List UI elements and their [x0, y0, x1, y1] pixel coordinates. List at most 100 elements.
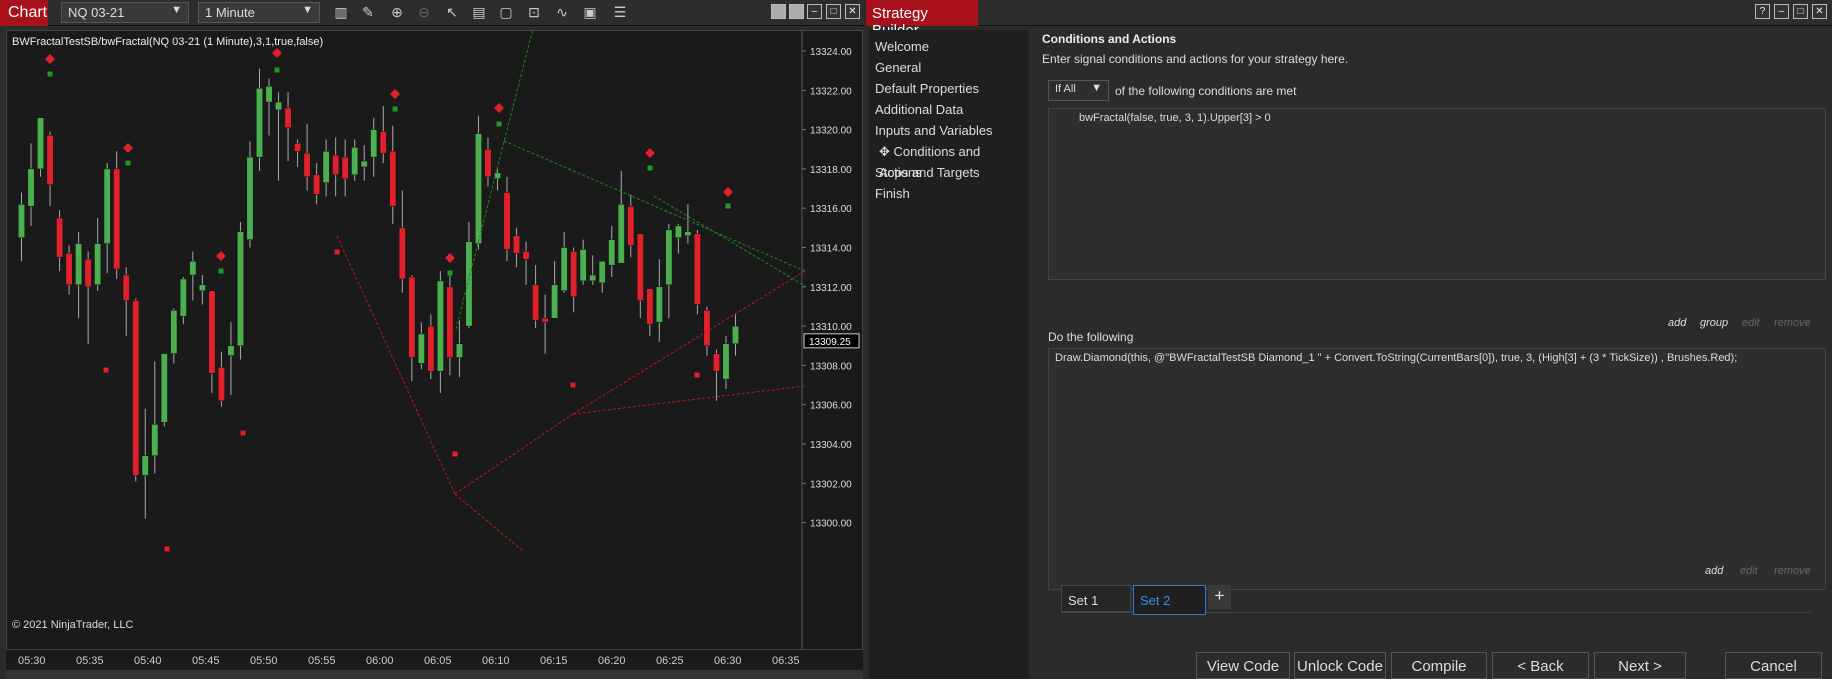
time-tick-label: 05:35 — [76, 655, 104, 667]
back-button[interactable]: < Back — [1492, 652, 1589, 679]
nav-finish[interactable]: Finish — [875, 186, 910, 201]
minimize-icon[interactable]: – — [807, 4, 822, 19]
green-trendline — [653, 195, 806, 287]
condition-row[interactable]: bwFractal(false, true, 3, 1).Upper[3] > … — [1079, 112, 1271, 124]
price-tick-label: 13312.00 — [810, 283, 852, 294]
time-axis: 05:30 05:35 05:40 05:45 05:50 05:55 06:00 06:05… — [6, 650, 863, 670]
price-tick-label: 13318.00 — [810, 165, 852, 176]
page-description: Enter signal conditions and actions for … — [1042, 52, 1349, 66]
unlock-code-button[interactable]: Unlock Code — [1294, 652, 1386, 679]
candle-body — [665, 229, 673, 286]
cancel-button[interactable]: Cancel — [1725, 652, 1822, 679]
green-trendline — [503, 140, 806, 272]
fractal-diamond — [494, 103, 504, 113]
action-row[interactable]: Draw.Diamond(this, @"BWFractalTestSB Dia… — [1055, 352, 1738, 364]
nav-inputs-variables[interactable]: Inputs and Variables — [875, 123, 993, 138]
condition-mode-select[interactable]: If All ▼ — [1048, 80, 1109, 101]
red-trendline — [336, 235, 456, 495]
action-add-link[interactable]: add — [1705, 565, 1724, 577]
time-tick-label: 05:55 — [308, 655, 336, 667]
chevron-down-icon: ▼ — [171, 4, 182, 16]
red-trendline — [454, 413, 574, 495]
candle-body — [398, 227, 406, 280]
fractal-down-dot — [570, 382, 576, 388]
nav-conditions-actions[interactable]: ✥ Conditions and Actions — [869, 141, 1029, 180]
minimize-icon[interactable]: – — [1774, 4, 1789, 19]
chart-tab[interactable]: Chart — [0, 0, 48, 26]
add-set-button[interactable]: + — [1208, 585, 1231, 609]
nav-stops-targets[interactable]: Stops and Targets — [875, 165, 980, 180]
nav-welcome[interactable]: Welcome — [875, 39, 929, 54]
data-box-icon[interactable]: ▤ — [472, 4, 486, 20]
candle-body — [589, 274, 597, 282]
strategies-icon[interactable]: ▣ — [583, 4, 597, 20]
candle-body — [332, 154, 340, 176]
action-list[interactable]: Draw.Diamond(this, @"BWFractalTestSB Dia… — [1048, 348, 1826, 590]
bars-type-icon[interactable]: ▥ — [334, 4, 348, 20]
price-tick-label: 13324.00 — [810, 47, 852, 58]
help-icon[interactable]: ? — [1755, 4, 1770, 19]
close-icon[interactable]: ✕ — [845, 4, 860, 19]
condition-add-link[interactable]: add — [1668, 317, 1687, 329]
fractal-diamond — [45, 54, 55, 64]
price-chart[interactable]: 13324.00 13322.00 13320.00 13318.00 13316.00… — [7, 31, 864, 651]
fractal-up-dot — [496, 121, 502, 127]
conditions-actions-page: Conditions and Actions Enter signal cond… — [1033, 30, 1832, 679]
tab-set-1[interactable]: Set 1 — [1061, 585, 1131, 612]
candle-body — [541, 317, 549, 323]
candle-body — [570, 251, 578, 297]
nav-general[interactable]: General — [875, 60, 922, 75]
nav-additional-data[interactable]: Additional Data — [875, 102, 964, 117]
tab-set-1-label: Set 1 — [1068, 593, 1099, 608]
price-tick-label: 13306.00 — [810, 401, 852, 412]
red-trendline — [572, 385, 806, 415]
interval-select[interactable]: 1 Minute ▼ — [198, 2, 320, 23]
chart-scrollbar[interactable] — [6, 670, 863, 679]
maximize-icon[interactable]: □ — [1793, 4, 1808, 19]
screenshot-icon[interactable]: ⊡ — [528, 4, 540, 20]
chevron-down-icon: ▼ — [1091, 82, 1102, 94]
candle-body — [674, 225, 682, 238]
fractal-diamond — [123, 143, 133, 153]
nav-default-properties[interactable]: Default Properties — [875, 81, 980, 96]
tile2-icon[interactable] — [789, 4, 804, 19]
fractal-diamond — [445, 253, 455, 263]
pointer-icon[interactable]: ↖ — [446, 4, 458, 20]
indicators-icon[interactable]: ∿ — [556, 4, 568, 20]
zoom-out-icon[interactable]: ⊖ — [418, 4, 430, 20]
maximize-icon[interactable]: □ — [826, 4, 841, 19]
properties-icon[interactable]: ☰ — [613, 4, 627, 20]
red-trendline — [454, 493, 524, 552]
next-button[interactable]: Next > — [1594, 652, 1686, 679]
pencil-icon[interactable]: ✎ — [362, 4, 374, 20]
candle-body — [198, 284, 206, 291]
candle-body — [475, 133, 482, 244]
tab-set-2[interactable]: Set 2 — [1133, 585, 1206, 615]
compile-button[interactable]: Compile — [1391, 652, 1487, 679]
instrument-value: NQ 03-21 — [68, 5, 125, 20]
copyright-text: © 2021 NinjaTrader, LLC — [12, 619, 134, 631]
zoom-in-icon[interactable]: ⊕ — [391, 4, 403, 20]
candle-body — [408, 276, 416, 358]
condition-mode-value: If All — [1055, 83, 1076, 95]
candle-body — [132, 300, 140, 476]
condition-list[interactable]: bwFractal(false, true, 3, 1).Upper[3] > … — [1048, 108, 1826, 280]
candle-body — [275, 101, 282, 111]
close-icon[interactable]: ✕ — [1812, 4, 1827, 19]
candle-body — [379, 131, 387, 154]
candle-body — [532, 284, 540, 321]
fractal-diamond — [645, 148, 655, 158]
nav-conditions-actions-label: Conditions and Actions — [879, 144, 981, 180]
action-edit-link: edit — [1740, 565, 1758, 577]
condition-group-link[interactable]: group — [1700, 317, 1729, 329]
chart-panel[interactable]: 13324.00 13322.00 13320.00 13318.00 13316.00… — [6, 30, 864, 651]
view-code-button[interactable]: View Code — [1196, 652, 1290, 679]
fractal-up-dot — [447, 270, 453, 276]
template-icon[interactable]: ▢ — [499, 4, 513, 20]
last-price-box — [803, 333, 860, 349]
candle-body — [246, 156, 254, 240]
tile-icon[interactable] — [771, 4, 786, 19]
instrument-select[interactable]: NQ 03-21 ▼ — [61, 2, 189, 23]
candle-body — [56, 217, 64, 258]
condition-mode-text: of the following conditions are met — [1115, 84, 1297, 98]
